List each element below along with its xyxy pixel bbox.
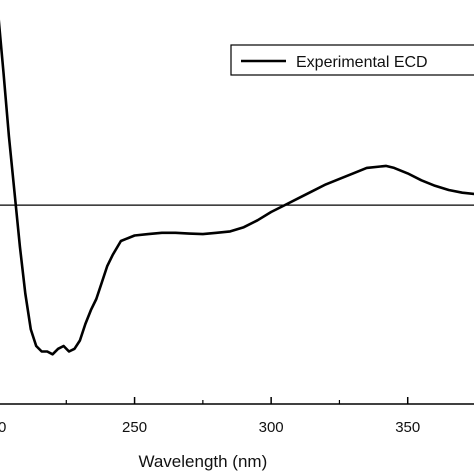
x-ticks-group: 00 250 300 350 xyxy=(0,397,420,436)
axes-group xyxy=(0,403,474,405)
series-line-0 xyxy=(0,19,474,356)
series-group xyxy=(0,19,474,356)
plot-frame xyxy=(0,403,474,405)
legend-label: Experimental ECD xyxy=(296,54,428,71)
x-tick-label-3: 350 xyxy=(395,419,420,436)
x-tick-label-1: 250 xyxy=(122,419,147,436)
x-tick-label-2: 300 xyxy=(259,419,284,436)
x-tick-label-0: 00 xyxy=(0,419,6,436)
x-axis-label: Wavelength (nm) xyxy=(138,452,267,471)
legend: Experimental ECD xyxy=(230,44,474,76)
